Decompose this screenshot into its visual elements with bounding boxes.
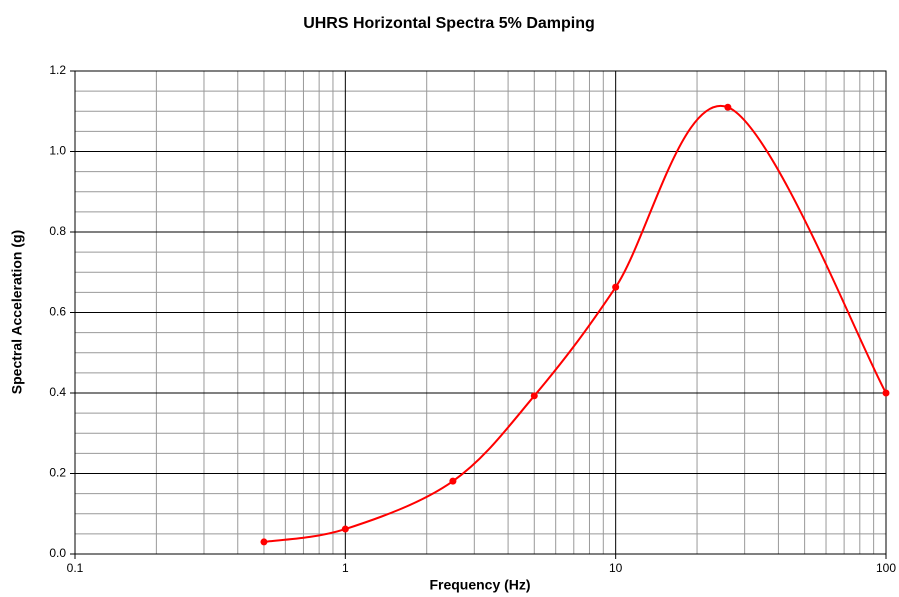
series-line xyxy=(263,104,887,543)
x-tick-label: 1 xyxy=(342,561,349,575)
chart-title: UHRS Horizontal Spectra 5% Damping xyxy=(303,15,595,32)
data-point xyxy=(612,283,620,291)
y-tick-label: 1.0 xyxy=(49,144,66,158)
y-tick-label: 0.2 xyxy=(49,466,66,480)
x-tick-label: 100 xyxy=(876,561,896,575)
plot-frame xyxy=(74,70,887,555)
data-point xyxy=(341,525,349,533)
y-tick-label: 1.2 xyxy=(49,63,66,77)
x-tick-label: 0.1 xyxy=(67,561,84,575)
y-axis-label: Spectral Acceleration (g) xyxy=(9,230,25,394)
y-tick-label: 0.8 xyxy=(49,224,66,238)
data-point xyxy=(724,103,732,111)
data-point xyxy=(260,538,268,546)
y-tick-label: 0.4 xyxy=(49,385,66,399)
y-tick-label: 0.6 xyxy=(49,305,66,319)
y-tick-label: 0.0 xyxy=(49,546,66,560)
x-axis-label: Frequency (Hz) xyxy=(429,577,530,593)
x-tick-label: 10 xyxy=(609,561,623,575)
data-point xyxy=(530,392,538,400)
data-point xyxy=(449,477,457,485)
data-point xyxy=(882,389,890,397)
